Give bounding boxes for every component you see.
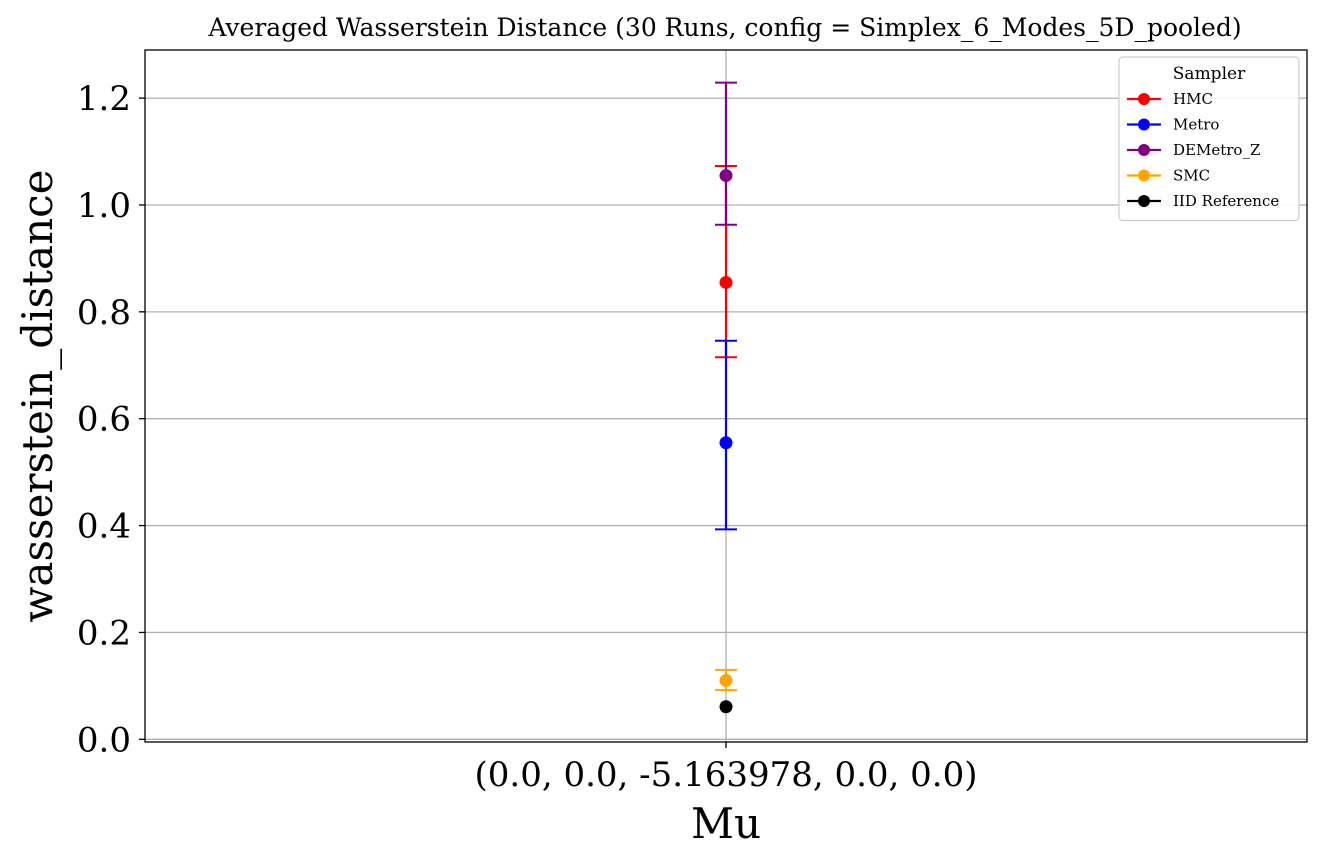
x-axis: (0.0, 0.0, -5.163978, 0.0, 0.0) [475,742,978,795]
y-tick-label: 0.2 [77,613,131,653]
x-axis-label: Mu [691,799,761,848]
y-tick-label: 0.0 [77,720,131,760]
y-tick-label: 0.6 [77,400,131,440]
legend-label: IID Reference [1173,192,1279,210]
data-point [719,674,733,688]
legend-label: Metro [1173,116,1219,134]
legend: Sampler HMC Metro DEMetro_Z SMC IID Reference [1118,56,1300,222]
legend-title: Sampler [1173,64,1246,84]
x-tick-label: (0.0, 0.0, -5.163978, 0.0, 0.0) [475,755,978,795]
y-axis: 0.0 0.2 0.4 0.6 0.8 1.0 1.2 [77,79,145,760]
error-bars [715,81,737,692]
legend-label: DEMetro_Z [1173,141,1260,159]
data-point [719,436,733,450]
y-tick-label: 1.2 [77,79,131,119]
legend-marker [1138,93,1150,105]
data-point [719,169,733,183]
legend-label: HMC [1173,90,1213,108]
data-point [719,275,733,289]
legend-label: SMC [1173,167,1210,185]
legend-marker [1138,169,1150,182]
y-tick-label: 0.4 [77,507,131,547]
legend-box [1118,56,1300,222]
y-tick-label: 1.0 [77,186,131,226]
y-tick-label: 0.8 [77,293,131,333]
legend-marker [1138,118,1150,131]
data-points [719,169,733,714]
legend-marker [1138,195,1150,207]
legend-marker [1138,144,1150,156]
y-axis-label: wasserstein_distance [13,169,62,622]
chart-title: Averaged Wasserstein Distance (30 Runs, … [207,13,1241,42]
data-point [719,700,733,714]
